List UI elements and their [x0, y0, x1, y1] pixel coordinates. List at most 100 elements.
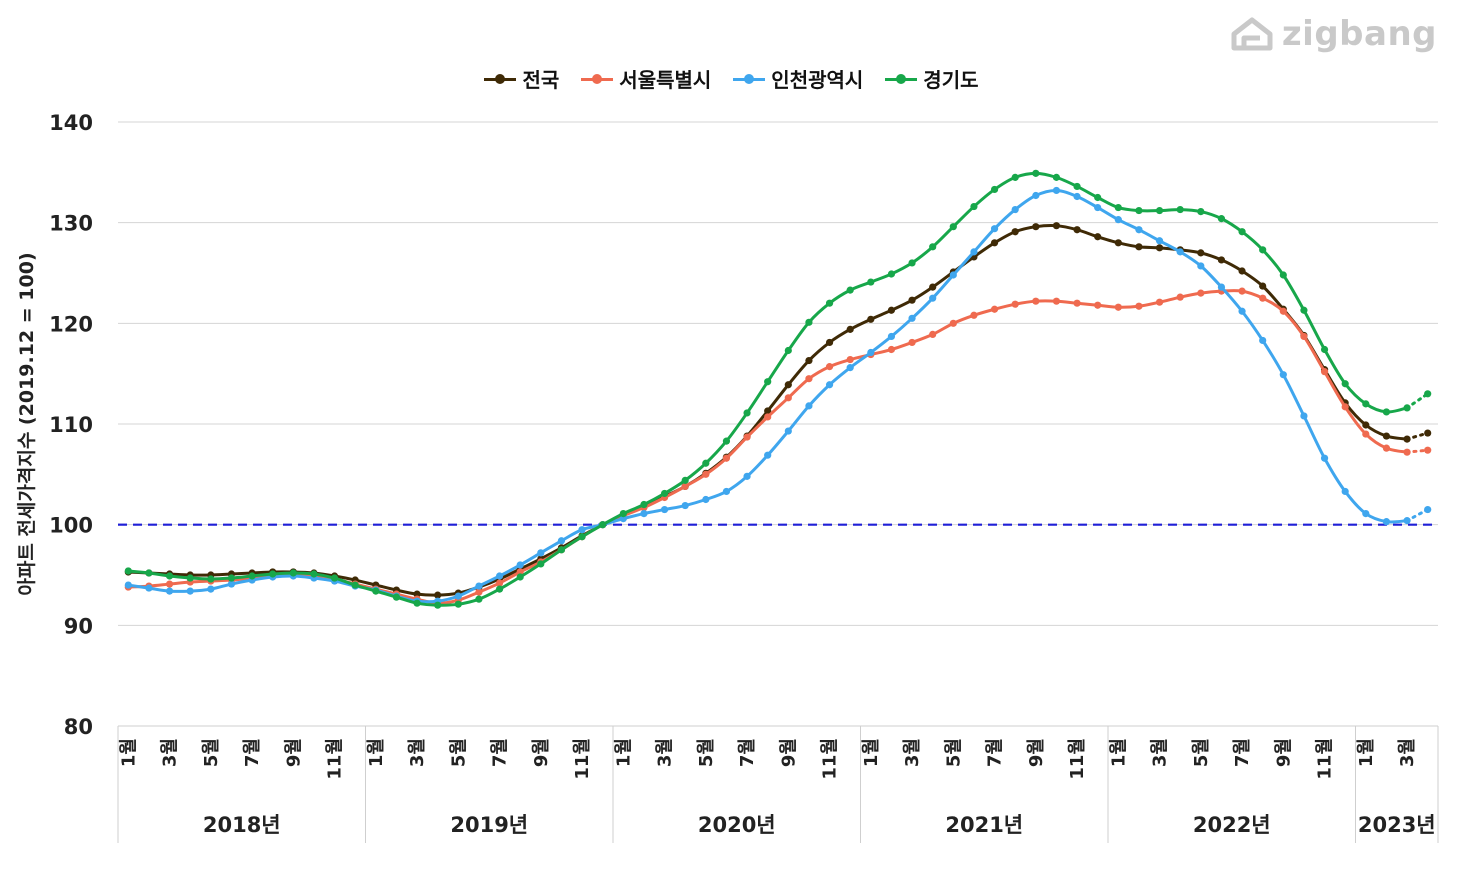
- data-point: [1114, 203, 1122, 212]
- x-tick-label: 7월: [242, 738, 263, 767]
- data-point: [145, 584, 153, 592]
- data-point: [1094, 301, 1102, 309]
- data-point: [846, 355, 854, 364]
- data-point: [1094, 233, 1102, 241]
- data-point: [887, 332, 896, 341]
- data-point: [537, 549, 545, 557]
- y-tick-label: 130: [49, 212, 93, 236]
- data-point: [743, 472, 751, 480]
- x-tick-label: 5월: [201, 738, 222, 767]
- data-point: [1135, 243, 1143, 251]
- data-point: [1403, 404, 1411, 412]
- x-tick-label: 3월: [407, 738, 428, 767]
- data-point: [929, 294, 937, 302]
- data-point: [1197, 262, 1205, 270]
- data-point: [805, 318, 813, 326]
- data-point: [722, 454, 731, 462]
- data-point: [1052, 222, 1061, 230]
- data-point: [970, 248, 978, 256]
- data-point: [1052, 186, 1061, 195]
- data-point: [434, 601, 442, 609]
- data-point: [1155, 206, 1164, 215]
- data-point: [124, 581, 132, 589]
- data-point: [1094, 203, 1102, 212]
- data-point: [1300, 412, 1308, 420]
- x-tick-label: 9월: [531, 738, 552, 767]
- data-point: [990, 225, 999, 233]
- data-point: [1032, 297, 1040, 305]
- x-tick-label: 1월: [613, 738, 634, 767]
- series-2: [124, 287, 1432, 607]
- data-point: [269, 570, 277, 578]
- y-tick-label: 110: [49, 413, 93, 437]
- data-point: [1362, 400, 1370, 408]
- y-tick-label: 100: [49, 514, 93, 538]
- y-axis: 80 90 100 110 120 130 140 아파트 전세가격지수 (2019.12 =…: [16, 111, 93, 739]
- series-1: [124, 222, 1432, 599]
- data-point: [825, 363, 834, 371]
- chart-legend: 전국 서울특별시 인천광역시 경기도: [0, 64, 1463, 93]
- data-point: [846, 286, 854, 294]
- data-point: [227, 580, 236, 588]
- data-point: [454, 592, 462, 600]
- data-point: [1011, 173, 1019, 181]
- data-point: [990, 185, 999, 194]
- data-point: [1259, 336, 1267, 345]
- house-logo-icon: [1231, 17, 1273, 51]
- data-point: [578, 533, 586, 541]
- series-layer: [124, 169, 1432, 609]
- data-point: [825, 338, 834, 347]
- data-point: [1094, 193, 1102, 202]
- data-point: [619, 509, 627, 518]
- data-point: [1155, 237, 1164, 245]
- year-label: 2020년: [698, 813, 776, 837]
- data-point: [1073, 192, 1081, 201]
- data-point: [784, 394, 792, 402]
- data-point: [1238, 228, 1246, 236]
- data-point: [1238, 287, 1246, 295]
- x-tick-label: 5월: [943, 738, 964, 767]
- x-tick-label: 3월: [1397, 738, 1418, 767]
- data-point: [372, 587, 380, 595]
- data-point: [1362, 430, 1370, 438]
- data-point: [434, 591, 442, 599]
- data-point: [207, 575, 215, 583]
- x-tick-label: 5월: [696, 738, 717, 767]
- legend-item: 서울특별시: [581, 64, 711, 93]
- legend-label: 인천광역시: [771, 68, 864, 92]
- data-point: [681, 476, 689, 484]
- data-point: [475, 595, 483, 603]
- data-point: [557, 537, 566, 545]
- x-tick-label: 7월: [985, 738, 1006, 767]
- data-point: [949, 223, 957, 231]
- series-line: [128, 171, 1408, 607]
- data-point: [495, 572, 504, 580]
- x-tick-label: 1월: [366, 738, 387, 767]
- data-point: [805, 402, 813, 410]
- data-point: [1176, 248, 1184, 256]
- x-tick-label: 9월: [283, 738, 304, 767]
- data-point: [1259, 294, 1267, 302]
- data-point: [1011, 228, 1019, 236]
- data-point: [392, 593, 401, 601]
- data-point: [1155, 244, 1164, 252]
- data-point: [887, 345, 896, 354]
- data-point: [1073, 299, 1081, 307]
- data-point: [1032, 169, 1040, 177]
- data-point: [1073, 182, 1081, 191]
- data-point: [599, 521, 607, 529]
- data-point: [124, 567, 132, 575]
- data-point: [1403, 435, 1411, 443]
- data-point: [227, 574, 236, 582]
- data-point: [1217, 283, 1226, 291]
- data-point: [289, 569, 297, 577]
- x-tick-label: 9월: [778, 738, 799, 767]
- data-point: [475, 588, 483, 596]
- data-point: [722, 487, 731, 496]
- x-tick-label: 7월: [490, 738, 511, 767]
- data-point: [990, 239, 999, 247]
- x-tick-label: 1월: [861, 738, 882, 767]
- data-point: [1197, 289, 1205, 297]
- data-point: [784, 427, 792, 435]
